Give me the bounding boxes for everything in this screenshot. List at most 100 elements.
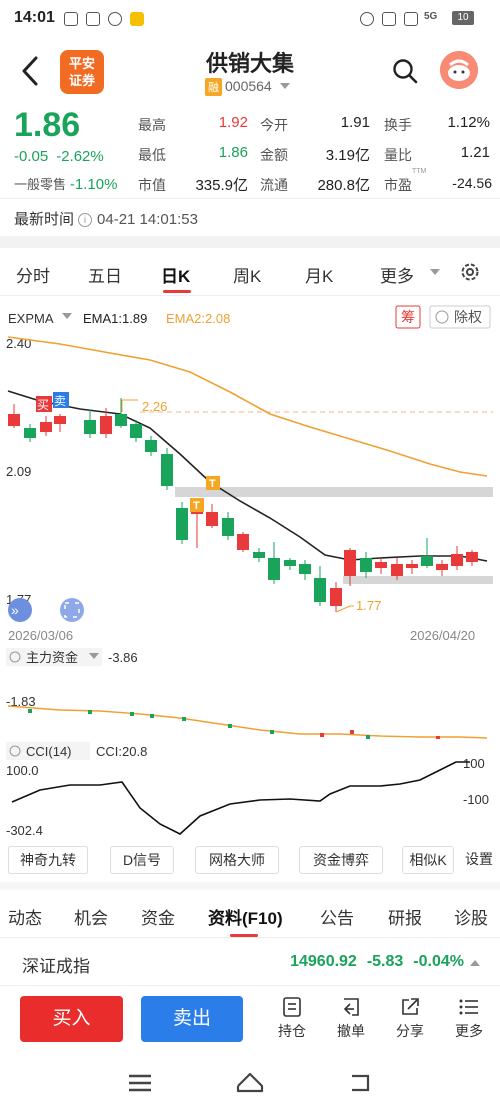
stock-code-row[interactable]: 融 000564 <box>205 78 290 96</box>
tab-announcements[interactable]: 公告 <box>320 909 354 928</box>
volume-ratio-value: 1.21 <box>460 144 490 161</box>
candle <box>330 582 342 612</box>
fund-panel-header[interactable] <box>6 648 102 666</box>
date-end: 2026/04/20 <box>410 628 475 643</box>
sector-label: 一般零售 <box>14 177 67 192</box>
alarm-icon <box>360 12 374 26</box>
nine-turn-button[interactable]: 神奇九转 <box>8 846 88 874</box>
cancel-order-button[interactable]: 撤单 <box>326 996 376 1041</box>
support-band <box>343 576 493 584</box>
tab-opportunity[interactable]: 机会 <box>74 909 108 928</box>
candle <box>421 538 433 568</box>
search-icon[interactable] <box>392 58 418 84</box>
low-value: 1.86 <box>218 144 248 161</box>
pe-ttm-superscript: TTM <box>412 168 427 175</box>
fund-bars <box>28 709 440 739</box>
expand-left-icon[interactable] <box>8 598 32 622</box>
cancel-order-label: 撤单 <box>337 1023 365 1039</box>
candle <box>391 558 403 580</box>
candle <box>191 508 203 548</box>
settings-button[interactable]: 设置 <box>460 846 498 874</box>
tab-diagnosis[interactable]: 诊股 <box>454 909 488 928</box>
kline-chart[interactable]: EXPMA EMA1:1.89 EMA2:2.08 筹 除权 2.40 2.09… <box>0 296 500 844</box>
gear-icon[interactable] <box>458 260 482 284</box>
buy-button[interactable]: 买入 <box>20 996 123 1042</box>
tab-more[interactable]: 更多 <box>380 267 414 286</box>
candles <box>8 398 478 612</box>
t-signal-tag[interactable] <box>190 498 204 512</box>
candle <box>54 414 66 432</box>
hd-icon <box>404 12 418 26</box>
chip-button[interactable] <box>395 305 421 329</box>
indicator-name[interactable]: EXPMA <box>8 311 54 326</box>
tab-f10[interactable]: 资料(F10) <box>208 909 283 928</box>
status-bar: 14:01 5G 10 <box>0 0 500 38</box>
ema1-line <box>7 390 488 562</box>
info-icon[interactable]: i <box>78 213 93 227</box>
cci-y-bottom: -302.4 <box>6 823 43 838</box>
share-icon <box>402 998 419 1015</box>
share-button[interactable]: 分享 <box>385 996 435 1041</box>
sector-change[interactable]: 一般零售 -1.10% <box>14 174 117 193</box>
d-signal-button[interactable]: D信号 <box>110 846 174 874</box>
index-name: 深证成指 <box>22 957 90 976</box>
buy-signal-tag[interactable] <box>36 396 52 412</box>
positions-button[interactable]: 持仓 <box>267 996 317 1041</box>
tab-daily-k[interactable]: 日K <box>161 267 191 286</box>
market-cap-value: 335.9亿 <box>195 177 248 194</box>
fullscreen-icon[interactable] <box>60 598 84 622</box>
fund-info-icon <box>9 651 21 663</box>
tab-five-day[interactable]: 五日 <box>88 267 122 286</box>
cci-panel-header[interactable] <box>6 742 90 760</box>
info-tabs: 动态 机会 资金 资料(F10) 公告 研报 诊股 <box>0 890 500 938</box>
sell-button[interactable]: 卖出 <box>141 996 243 1042</box>
candle <box>8 404 20 428</box>
tab-weekly-k[interactable]: 周K <box>233 267 262 286</box>
low-marker-leader <box>335 605 354 613</box>
fund-panel-value: -3.86 <box>108 650 138 665</box>
mute-icon <box>382 12 396 26</box>
sim-status-icon <box>86 12 100 26</box>
tab-funds[interactable]: 资金 <box>141 909 175 928</box>
y-tick-mid: 2.09 <box>6 464 31 479</box>
undo-icon <box>343 998 359 1016</box>
low-label: 最低 <box>138 147 166 163</box>
back-nav-icon[interactable] <box>352 1074 370 1092</box>
tab-intraday[interactable]: 分时 <box>16 267 50 286</box>
candle <box>253 548 265 562</box>
index-values: 14960.92 -5.83 -0.04% <box>280 953 464 971</box>
index-value: 14960.92 <box>290 953 357 970</box>
section-gap <box>0 236 500 248</box>
fund-game-button[interactable]: 资金博弈 <box>299 846 383 874</box>
mascot-icon <box>440 51 478 89</box>
tab-news[interactable]: 动态 <box>8 909 42 928</box>
candle <box>284 558 296 570</box>
back-arrow-icon[interactable] <box>18 54 44 88</box>
section-gap <box>0 882 500 890</box>
tab-monthly-k[interactable]: 月K <box>305 267 334 286</box>
t-signal-tag[interactable] <box>206 476 220 490</box>
status-time: 14:01 <box>14 9 55 26</box>
caret-down-icon <box>279 83 290 89</box>
cci-panel-label: CCI(14) <box>26 744 72 759</box>
fund-panel-label: 主力资金 <box>26 650 78 665</box>
recent-apps-icon[interactable] <box>129 1074 151 1092</box>
cci-line <box>11 761 470 835</box>
avatar[interactable] <box>440 51 478 89</box>
home-icon[interactable] <box>236 1072 264 1093</box>
index-ticker[interactable]: 深证成指 14960.92 -5.83 -0.04% <box>0 940 500 986</box>
sell-signal-label: 卖 <box>54 394 66 408</box>
chevron-up-icon[interactable] <box>470 960 480 966</box>
grid-master-button[interactable]: 网格大师 <box>195 846 279 874</box>
high-marker-leader <box>121 399 138 412</box>
tab-research[interactable]: 研报 <box>388 909 422 928</box>
logo-text-bottom: 证券 <box>68 73 95 88</box>
more-button[interactable]: 更多 <box>444 996 494 1041</box>
amount-value: 3.19亿 <box>325 147 370 164</box>
similar-k-button[interactable]: 相似K <box>402 846 454 874</box>
sell-signal-tag[interactable] <box>53 392 69 408</box>
update-time-label: 最新时间 <box>14 211 75 228</box>
amount-label: 金额 <box>260 147 288 163</box>
candle <box>161 448 173 490</box>
candle <box>375 558 387 574</box>
